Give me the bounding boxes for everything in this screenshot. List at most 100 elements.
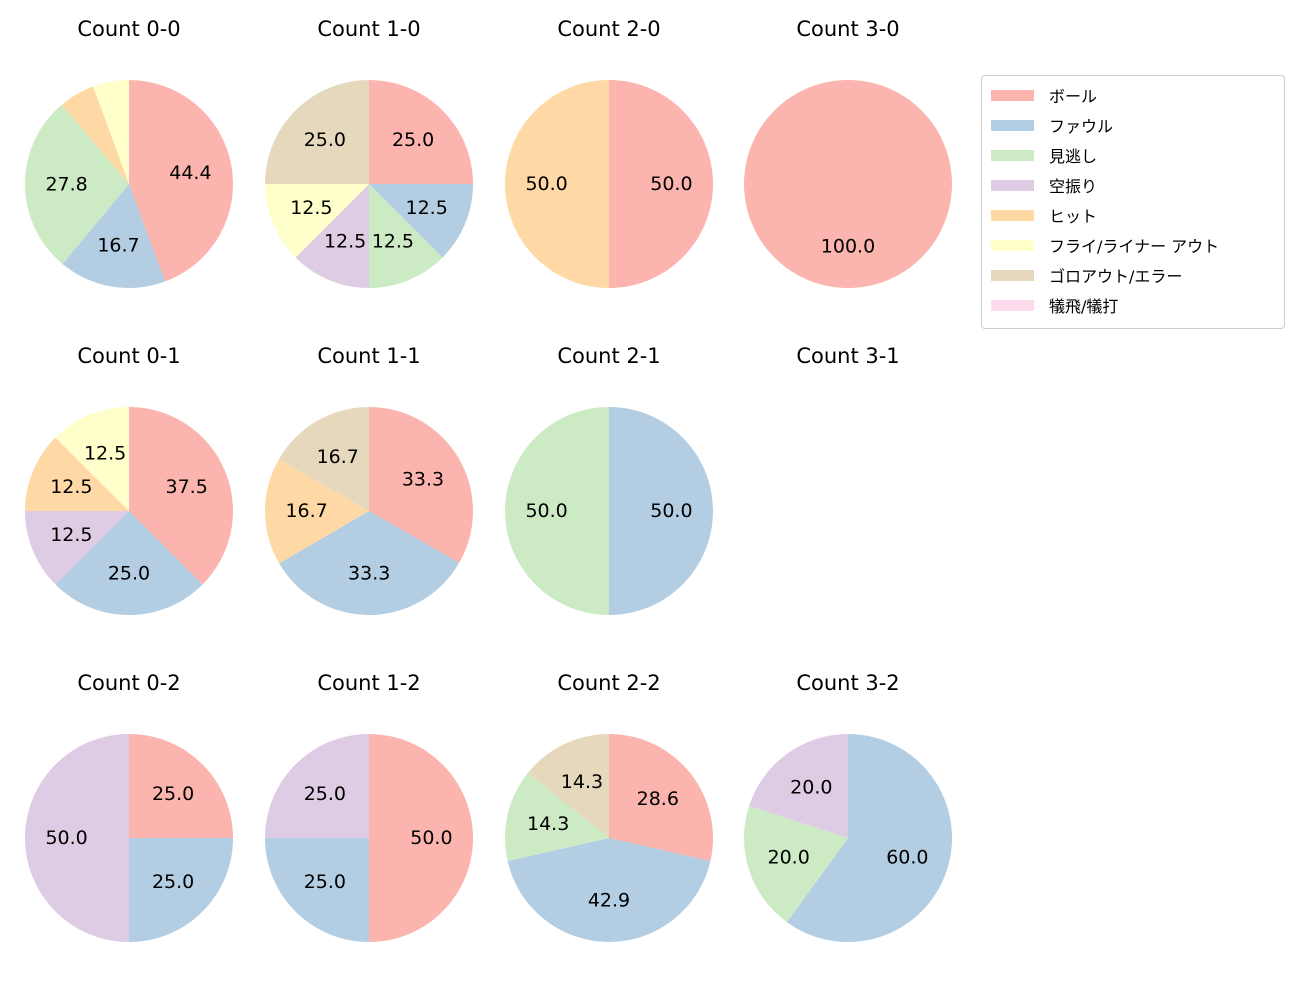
- pie-slice-label: 25.0: [152, 783, 194, 805]
- pie-slice-label: 12.5: [84, 442, 126, 464]
- pie-slice-label: 12.5: [50, 524, 92, 546]
- pie-chart: 100.0: [744, 80, 952, 288]
- pie-slice-label: 50.0: [650, 500, 692, 522]
- pie-slice-label: 25.0: [304, 871, 346, 893]
- pie-title: Count 2-0: [557, 17, 661, 41]
- pie-slice-label: 33.3: [402, 469, 444, 491]
- legend-item: ボール: [991, 80, 1274, 110]
- legend-swatch-swinging-strike: [991, 179, 1034, 191]
- pie-chart: 60.0 20.0 20.0: [743, 734, 952, 942]
- pie-slice-label: 50.0: [410, 827, 452, 849]
- pie-slice-ball: [129, 407, 234, 585]
- pie-slice-swinging-strike: [295, 184, 369, 288]
- pie-slice-foul: [62, 184, 166, 289]
- legend-swatch-foul: [991, 119, 1034, 131]
- pie-slice-label: 25.0: [304, 783, 346, 805]
- legend-item-label: ファウル: [1049, 117, 1114, 136]
- pie-slice-label: 25.0: [392, 129, 434, 151]
- pie-slice-called-strike: [505, 407, 609, 615]
- pie-slice-label: 33.3: [348, 562, 390, 584]
- pie-chart: 33.3 33.3 16.7 16.7: [264, 407, 474, 616]
- pie-chart: 50.0 50.0: [505, 80, 713, 288]
- pie-slice-label: 42.9: [588, 889, 630, 911]
- pie-slice-label: 44.4: [169, 162, 211, 184]
- pie-slice-groundout-error: [265, 80, 369, 184]
- pie-slice-groundout-error: [527, 734, 609, 838]
- pie-slice-ball: [369, 407, 474, 563]
- pie-title: Count 0-0: [77, 17, 181, 41]
- pie-slice-called-strike: [743, 805, 848, 923]
- pie-slice-label: 27.8: [45, 173, 87, 195]
- legend-swatch-sac-fly-bunt: [991, 299, 1034, 311]
- pie-slice-label: 50.0: [45, 827, 87, 849]
- legend-item-label: フライ/ライナー アウト: [1049, 237, 1220, 256]
- pie-slice-fly-liner-out: [55, 407, 129, 511]
- pie-slice-ball: [369, 734, 473, 942]
- pie-slice-label: 14.3: [561, 771, 603, 793]
- legend: ボール ファウル 見逃し 空振り ヒット フライ/ライナー アウト ゴロアウト/エラー 犠飛/…: [981, 75, 1285, 329]
- legend-item-label: ヒット: [1049, 207, 1098, 226]
- pie-slice-label: 25.0: [304, 129, 346, 151]
- pie-slice-called-strike: [24, 104, 129, 264]
- legend-item: 犠飛/犠打: [991, 290, 1274, 320]
- pie-slice-swinging-strike: [749, 734, 848, 838]
- pie-slice-label: 37.5: [165, 476, 207, 498]
- pie-slice-swinging-strike: [265, 734, 369, 838]
- legend-swatch-hit: [991, 209, 1034, 221]
- pie-slice-label: 16.7: [97, 235, 139, 257]
- pie-title: Count 0-1: [77, 344, 181, 368]
- pie-slice-label: 12.5: [290, 197, 332, 219]
- pie-slice-hit: [25, 437, 129, 511]
- pie-slice-label: 25.0: [152, 871, 194, 893]
- pie-title: Count 3-0: [796, 17, 900, 41]
- legend-item: フライ/ライナー アウト: [991, 230, 1274, 260]
- pie-slice-swinging-strike: [25, 511, 129, 585]
- pie-slice-foul: [786, 734, 952, 942]
- pie-slice-foul: [129, 838, 233, 942]
- legend-item: ファウル: [991, 110, 1274, 140]
- legend-swatch-fly-liner-out: [991, 239, 1034, 251]
- pie-slice-label: 12.5: [405, 197, 447, 219]
- pie-slice-foul: [369, 184, 473, 258]
- pie-slice-ball: [744, 80, 952, 288]
- legend-swatch-groundout-error: [991, 269, 1034, 281]
- pie-slice-label: 50.0: [650, 173, 692, 195]
- pie-chart: 25.0 25.0 50.0: [25, 734, 233, 942]
- pie-slice-label: 60.0: [886, 846, 928, 868]
- legend-swatch-ball: [991, 89, 1034, 101]
- pie-chart: 50.0 50.0: [505, 407, 713, 615]
- pie-title: Count 2-1: [557, 344, 661, 368]
- legend-item-label: 空振り: [1049, 177, 1098, 196]
- pie-title: Count 1-1: [317, 344, 421, 368]
- legend-swatch-called-strike: [991, 149, 1034, 161]
- pie-slice-label: 14.3: [527, 813, 569, 835]
- pie-slice-ball: [369, 80, 473, 184]
- pie-slice-swinging-strike: [25, 734, 129, 942]
- pie-slice-hit: [264, 459, 369, 564]
- pie-slice-ball: [129, 734, 233, 838]
- pie-slice-label: 20.0: [767, 846, 809, 868]
- pie-slice-fly-liner-out: [93, 80, 129, 184]
- pie-chart: 50.0 25.0 25.0: [265, 734, 473, 942]
- pie-chart: 44.4 16.7 27.8: [24, 80, 234, 289]
- pie-slice-label: 12.5: [372, 231, 414, 253]
- pie-title: Count 1-2: [317, 671, 421, 695]
- pie-slice-label: 16.7: [317, 446, 359, 468]
- pie-slice-foul: [55, 511, 203, 616]
- pie-slice-label: 12.5: [324, 231, 366, 253]
- legend-item: 見逃し: [991, 140, 1274, 170]
- pie-slice-label: 28.6: [637, 788, 679, 810]
- pie-slice-groundout-error: [278, 407, 369, 511]
- legend-item-label: 見逃し: [1049, 147, 1098, 166]
- pie-slice-ball: [609, 80, 713, 288]
- pie-title: Count 3-2: [796, 671, 900, 695]
- pie-slice-label: 16.7: [285, 500, 327, 522]
- pie-title: Count 0-2: [77, 671, 181, 695]
- pie-slice-ball: [609, 734, 713, 862]
- pie-slice-called-strike: [505, 773, 609, 862]
- pie-slice-label: 25.0: [108, 562, 150, 584]
- pie-chart: 28.6 42.9 14.3 14.3: [505, 734, 713, 942]
- pie-slice-label: 50.0: [525, 173, 567, 195]
- pie-title: Count 3-1: [796, 344, 900, 368]
